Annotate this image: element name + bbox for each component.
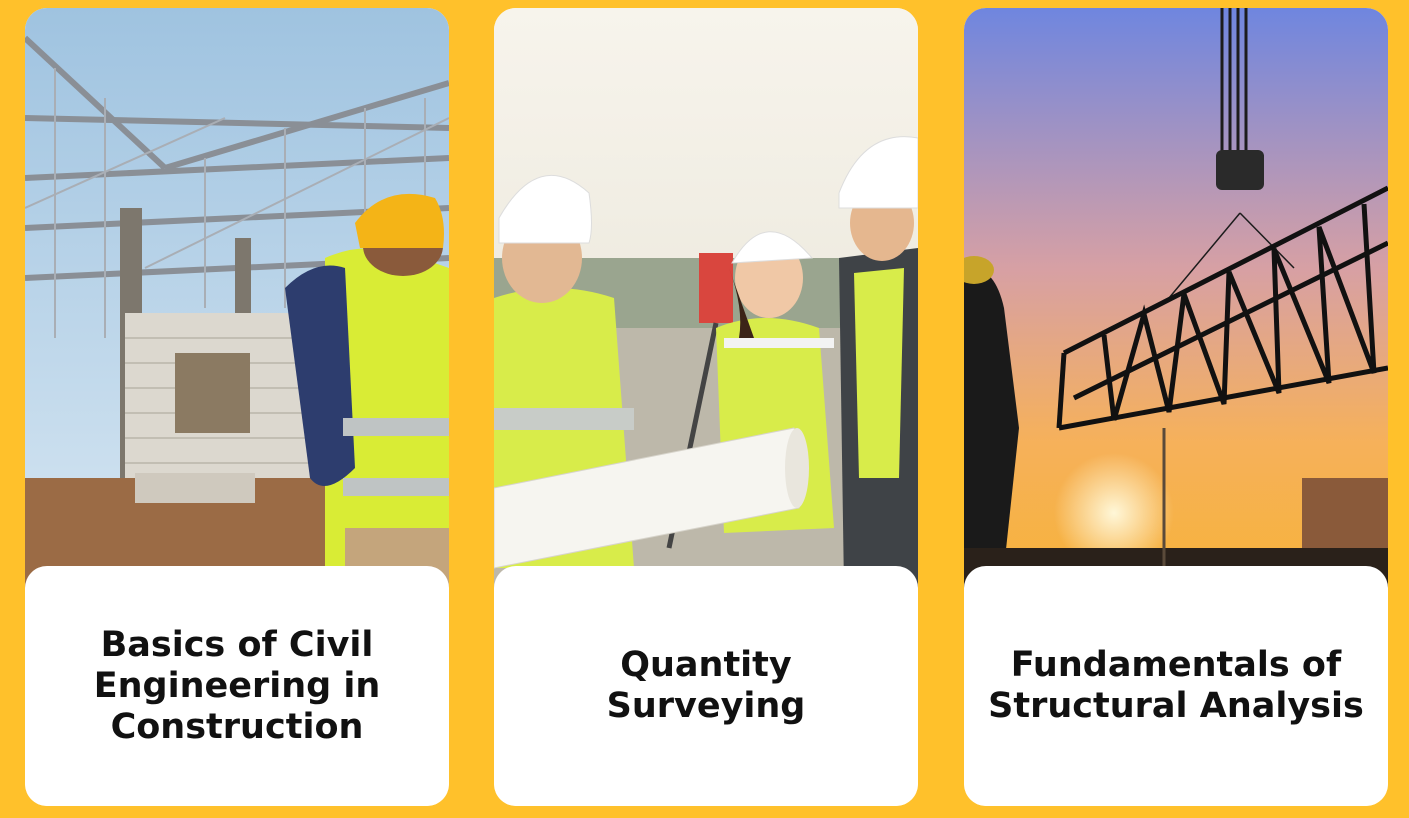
course-card-civil-engineering[interactable]: Basics of Civil Engineering in Construct… [25,8,449,806]
course-card-structural-analysis[interactable]: Fundamentals of Structural Analysis [964,8,1388,806]
course-card-quantity-surveying[interactable]: Quantity Surveying [494,8,918,806]
course-title-box: Fundamentals of Structural Analysis [964,566,1388,806]
course-title-box: Basics of Civil Engineering in Construct… [25,566,449,806]
construction-worker-photo [25,8,449,588]
course-title-box: Quantity Surveying [494,566,918,806]
surveyors-photo [494,8,918,588]
course-title: Fundamentals of Structural Analysis [988,645,1364,726]
crane-truss-sunset-photo [964,8,1388,588]
course-title: Quantity Surveying [606,645,806,726]
course-title: Basics of Civil Engineering in Construct… [93,624,381,747]
